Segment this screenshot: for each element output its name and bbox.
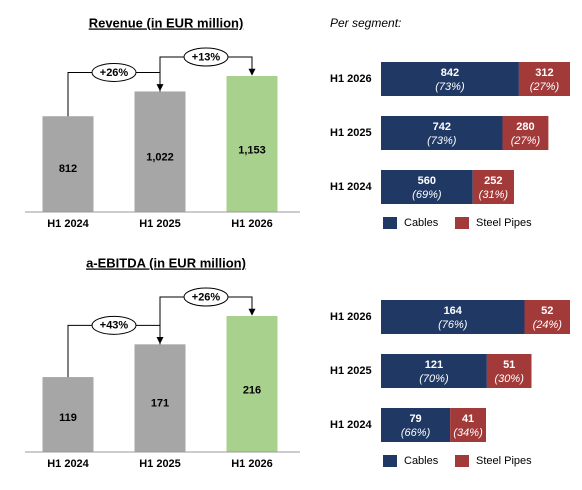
value-label: 280	[516, 121, 534, 133]
y-tick-label: H1 2026	[330, 311, 372, 323]
value-label: 312	[535, 67, 553, 79]
legend-swatch	[455, 217, 469, 229]
bar-segment	[524, 300, 570, 334]
chart-title: Revenue (in EUR million)	[89, 15, 244, 30]
bar	[226, 76, 278, 212]
chart-title: a-EBITDA (in EUR million)	[86, 255, 246, 270]
share-label: (66%)	[401, 427, 431, 439]
growth-badge	[91, 315, 137, 335]
value-label: 1,022	[146, 152, 174, 164]
x-tick-label: H1 2026	[231, 458, 273, 470]
value-label: 121	[425, 359, 443, 371]
x-tick-label: H1 2025	[139, 218, 181, 230]
value-label: 216	[243, 385, 261, 397]
legend-label: Steel Pipes	[476, 455, 532, 467]
bar	[134, 91, 186, 212]
x-tick-label: H1 2026	[231, 218, 273, 230]
value-label: 560	[418, 175, 436, 187]
share-label: (24%)	[533, 319, 563, 331]
bar-segment	[381, 354, 487, 388]
growth-label: +26%	[100, 67, 129, 79]
bar	[42, 116, 94, 212]
bar-segment	[381, 300, 525, 334]
subtitle: Per segment:	[330, 16, 401, 30]
legend-label: Steel Pipes	[476, 217, 532, 229]
share-label: (73%)	[427, 135, 457, 147]
bar-segment	[472, 170, 514, 204]
legend-swatch	[383, 217, 397, 229]
share-label: (70%)	[419, 373, 449, 385]
share-label: (69%)	[412, 189, 442, 201]
growth-badge	[183, 47, 229, 67]
y-tick-label: H1 2024	[330, 181, 372, 193]
share-label: (31%)	[479, 189, 509, 201]
x-tick-label: H1 2024	[47, 218, 89, 230]
share-label: (73%)	[435, 81, 465, 93]
value-label: 52	[541, 305, 553, 317]
legend-label: Cables	[404, 217, 439, 229]
x-tick-label: H1 2024	[47, 458, 89, 470]
value-label: 119	[59, 412, 77, 424]
legend-label: Cables	[404, 455, 439, 467]
value-label: 51	[503, 359, 515, 371]
share-label: (27%)	[530, 81, 560, 93]
legend-swatch	[383, 455, 397, 467]
value-label: 164	[444, 305, 463, 317]
bar-segment	[486, 354, 532, 388]
value-label: 252	[484, 175, 502, 187]
bar	[42, 377, 94, 452]
value-label: 1,153	[238, 145, 266, 157]
bar	[134, 344, 186, 452]
bar-segment	[450, 408, 486, 442]
share-label: (27%)	[511, 135, 541, 147]
growth-label: +26%	[192, 291, 221, 303]
share-label: (34%)	[453, 427, 483, 439]
bar	[226, 316, 278, 452]
value-label: 79	[409, 413, 421, 425]
growth-badge	[91, 62, 137, 82]
growth-badge	[183, 287, 229, 307]
value-label: 171	[151, 397, 169, 409]
legend-swatch	[455, 455, 469, 467]
y-tick-label: H1 2025	[330, 127, 372, 139]
value-label: 812	[59, 163, 77, 175]
share-label: (30%)	[495, 373, 525, 385]
bar-segment	[381, 170, 473, 204]
value-label: 842	[441, 67, 459, 79]
bar-segment	[502, 116, 549, 150]
growth-label: +13%	[192, 51, 221, 63]
growth-label: +43%	[100, 320, 129, 332]
bar-segment	[381, 116, 503, 150]
value-label: 742	[433, 121, 451, 133]
value-label: 41	[462, 413, 474, 425]
bar-segment	[381, 408, 451, 442]
share-label: (76%)	[438, 319, 468, 331]
y-tick-label: H1 2026	[330, 73, 372, 85]
x-tick-label: H1 2025	[139, 458, 181, 470]
bar-segment	[518, 62, 570, 96]
y-tick-label: H1 2025	[330, 365, 372, 377]
y-tick-label: H1 2024	[330, 419, 372, 431]
bar-segment	[381, 62, 519, 96]
